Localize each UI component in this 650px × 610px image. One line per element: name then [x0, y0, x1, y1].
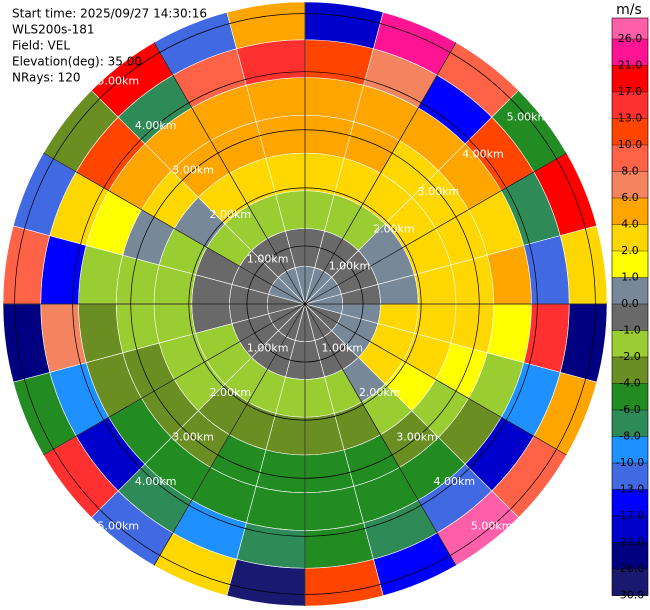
velocity-cell [246, 77, 306, 123]
spoke [43, 152, 306, 305]
colorbar-band [612, 330, 648, 357]
colorbar-band [612, 489, 648, 516]
velocity-cell [304, 485, 364, 531]
range-label: 1.00km [329, 260, 371, 273]
colorbar-tick-label: -2.0 [619, 350, 640, 363]
range-label: 2.00km [373, 222, 415, 235]
velocity-cell [486, 245, 532, 305]
velocity-cell [78, 303, 124, 363]
colorbar-band [612, 516, 648, 543]
range-label: 5.00km [98, 519, 140, 532]
range-label: 4.00km [462, 148, 504, 161]
colorbar-tick-label: 1.0 [621, 271, 639, 284]
colorbar-tick-label: -8.0 [619, 430, 640, 443]
range-label: 5.00km [471, 519, 513, 532]
colorbar-band [612, 304, 648, 331]
ppi-overlay: 1.00km 1.00km 1.00km 1.00km 2.00km 2.00km 2.00… [3, 2, 607, 606]
colorbar-band [612, 436, 648, 463]
info-line: Start time: 2025/09/27 14:30:16 [12, 7, 207, 21]
colorbar-tick-label: -26.0 [616, 562, 644, 575]
range-label: 5.00km [98, 75, 140, 88]
colorbar-tick-label: 10.0 [618, 138, 643, 151]
colorbar-tick-label: -13.0 [616, 483, 644, 496]
colorbar-band [612, 357, 648, 384]
colorbar-band [612, 198, 648, 225]
colorbar-band [612, 145, 648, 172]
colorbar-band [612, 542, 648, 569]
range-ring [188, 187, 422, 421]
colorbar-band [612, 171, 648, 198]
colorbar-tick-label: 21.0 [618, 59, 643, 72]
velocity-cell [78, 245, 124, 305]
colorbar-band [612, 410, 648, 437]
info-block: Start time: 2025/09/27 14:30:16 WLS200s-… [12, 7, 207, 85]
colorbar-tick-label: -21.0 [616, 536, 644, 549]
velocity-cell [246, 485, 306, 531]
range-ring [246, 245, 364, 363]
range-label: 1.00km [322, 341, 364, 354]
colorbar-tick-label: -10.0 [616, 456, 644, 469]
range-label: 5.00km [507, 110, 549, 123]
spoke [43, 303, 306, 456]
spoke [153, 303, 306, 566]
colorbar-tick-label: 4.0 [621, 218, 639, 231]
range-label: 2.00km [359, 386, 401, 399]
colorbar-tick-label: 17.0 [618, 85, 643, 98]
colorbar-band [612, 118, 648, 145]
colorbar-band [612, 463, 648, 490]
range-label: 1.00km [247, 253, 289, 266]
range-label: 4.00km [434, 475, 476, 488]
range-ring [130, 129, 480, 479]
range-label: 4.00km [135, 475, 177, 488]
colorbar-tick-label: 6.0 [621, 191, 639, 204]
colorbar-tick-label: -4.0 [619, 377, 640, 390]
colorbar-tick-label: -17.0 [616, 509, 644, 522]
spoke [304, 42, 457, 305]
colorbar-band [612, 277, 648, 304]
range-label: 2.00km [210, 208, 252, 221]
colorbar-band [612, 65, 648, 92]
spoke [304, 152, 567, 305]
colorbar-tick-label: 26.0 [618, 32, 643, 45]
range-ring [72, 71, 538, 537]
range-label: 4.00km [135, 119, 177, 132]
range-label: 3.00km [172, 164, 214, 177]
colorbar: m/s 26.0 21.0 17.0 13.0 10.0 8.0 6.0 4.0 2.0 1.0 0… [611, 2, 649, 602]
range-label: 3.00km [396, 430, 438, 443]
colorbar-tick-label: 8.0 [621, 165, 639, 178]
colorbar-tick-label: -30.0 [616, 589, 644, 602]
spoke [304, 303, 567, 456]
info-line: Elevation(deg): 35.00 [12, 55, 142, 69]
velocity-cell [304, 77, 364, 123]
colorbar-tick-label: 0.0 [621, 297, 639, 310]
info-line: WLS200s-181 [12, 23, 95, 37]
spoke [304, 303, 457, 566]
colorbar-tick-label: -1.0 [619, 324, 640, 337]
info-line: NRays: 120 [12, 71, 81, 85]
colorbar-band [612, 224, 648, 251]
colorbar-tick-label: 2.0 [621, 244, 639, 257]
info-line: Field: VEL [12, 39, 70, 53]
velocity-cell [486, 303, 532, 363]
colorbar-title: m/s [616, 2, 642, 18]
colorbar-band [612, 383, 648, 410]
colorbar-tick-label: -6.0 [619, 403, 640, 416]
colorbar-band [612, 251, 648, 278]
colorbar-band [612, 569, 648, 596]
range-label: 1.00km [247, 341, 289, 354]
colorbar-band [612, 92, 648, 119]
colorbar-tick-label: 13.0 [618, 112, 643, 125]
range-label: 2.00km [210, 386, 252, 399]
range-label: 3.00km [172, 430, 214, 443]
colorbar-band [612, 18, 648, 39]
spoke [153, 42, 306, 305]
range-label: 3.00km [418, 185, 460, 198]
colorbar-band [612, 39, 648, 66]
range-ring [14, 13, 596, 595]
